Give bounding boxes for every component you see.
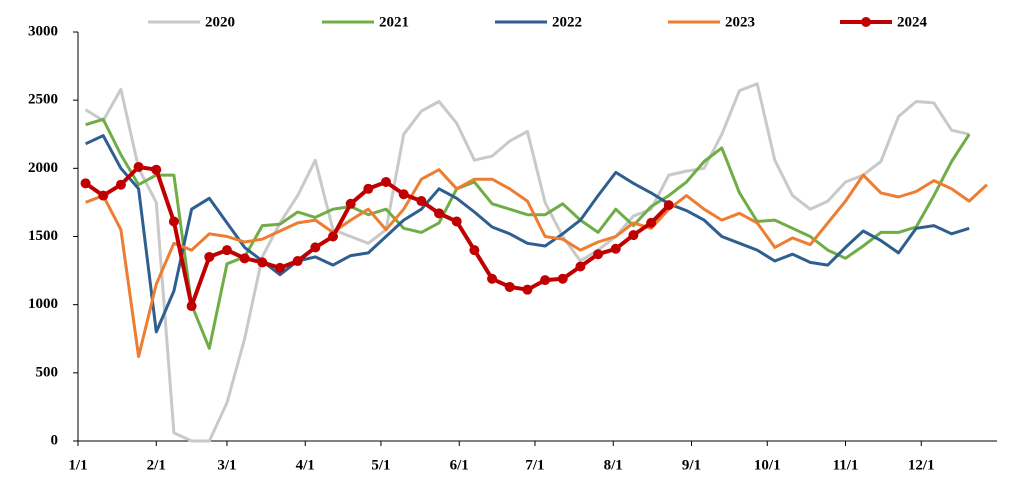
- series-line: [84, 165, 671, 308]
- x-tick-label: 11/1: [833, 457, 859, 473]
- point: [416, 196, 427, 207]
- point: [98, 190, 109, 201]
- point: [540, 275, 551, 286]
- legend-marker: [861, 17, 871, 27]
- point: [646, 217, 657, 228]
- series-line: [84, 134, 970, 334]
- point: [274, 262, 285, 273]
- point: [345, 198, 356, 209]
- point: [628, 230, 639, 241]
- point: [663, 200, 674, 211]
- point: [168, 216, 179, 227]
- x-tick-label: 9/1: [682, 457, 701, 473]
- point: [80, 178, 91, 189]
- point: [133, 161, 144, 172]
- point: [151, 164, 162, 175]
- point: [204, 251, 215, 262]
- x-tick-label: 4/1: [296, 457, 315, 473]
- point: [575, 261, 586, 272]
- point: [504, 281, 515, 292]
- point: [221, 245, 232, 256]
- point: [522, 284, 533, 295]
- point: [310, 242, 321, 253]
- point: [593, 249, 604, 260]
- legend-label: 2020: [205, 14, 235, 30]
- x-tick-label: 1/1: [68, 457, 87, 473]
- point: [327, 231, 338, 242]
- x-tick-label: 5/1: [371, 457, 390, 473]
- point: [186, 301, 197, 312]
- y-tick-label: 1500: [28, 228, 58, 244]
- x-tick-label: 2/1: [147, 457, 166, 473]
- point: [451, 216, 462, 227]
- y-tick-label: 500: [36, 364, 59, 380]
- point: [115, 179, 126, 190]
- legend-label: 2021: [379, 14, 409, 30]
- series-line: [84, 82, 970, 443]
- x-tick-label: 7/1: [525, 457, 544, 473]
- point: [363, 183, 374, 194]
- y-tick-label: 0: [51, 432, 59, 448]
- legend-label: 2023: [725, 14, 755, 30]
- y-tick-label: 1000: [28, 296, 58, 312]
- point: [434, 208, 445, 219]
- point: [469, 245, 480, 256]
- point: [557, 273, 568, 284]
- x-tick-label: 10/1: [754, 457, 781, 473]
- point: [239, 253, 250, 264]
- x-tick-label: 12/1: [908, 457, 935, 473]
- point: [257, 257, 268, 268]
- point: [381, 176, 392, 187]
- x-tick-label: 8/1: [604, 457, 623, 473]
- x-tick-label: 6/1: [450, 457, 469, 473]
- point: [292, 256, 303, 267]
- legend-label: 2022: [552, 14, 582, 30]
- y-tick-label: 2000: [28, 160, 58, 176]
- point: [487, 273, 498, 284]
- series-line: [85, 168, 988, 358]
- point: [398, 189, 409, 200]
- legend-label: 2024: [897, 14, 928, 30]
- point: [610, 243, 621, 254]
- y-tick-label: 2500: [28, 92, 58, 108]
- y-tick-label: 3000: [28, 23, 58, 39]
- x-tick-label: 3/1: [217, 457, 236, 473]
- series-line: [85, 117, 971, 350]
